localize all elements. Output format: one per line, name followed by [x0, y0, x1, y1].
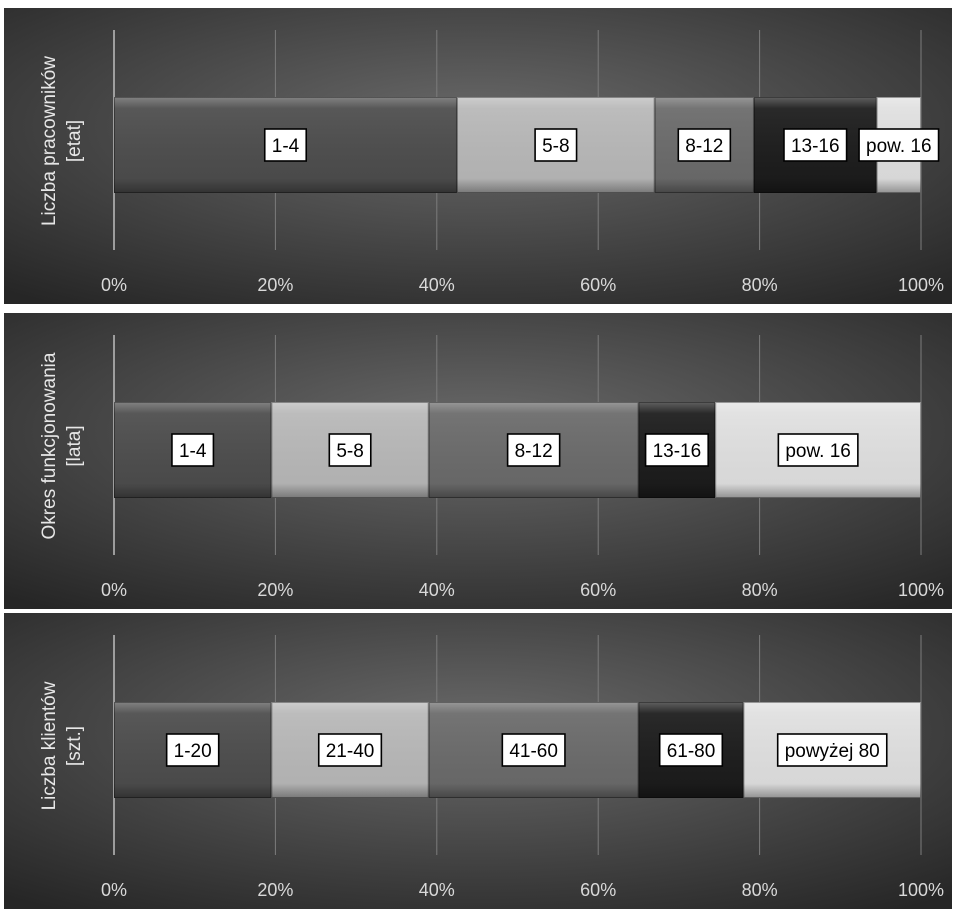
- data-label: 5-8: [542, 136, 569, 157]
- y-axis-title-line: [szt.]: [64, 726, 85, 766]
- bar-segment-edge: [114, 702, 272, 798]
- bar-segment: [271, 702, 429, 798]
- x-tick-label: 20%: [257, 880, 293, 900]
- bar-segment-edge: [743, 702, 922, 798]
- data-label: 13-16: [653, 441, 702, 462]
- data-label-box: [501, 733, 566, 767]
- y-axis-title-line: Liczba pracowników: [39, 56, 60, 226]
- y-axis-title-line: Liczba klientów: [39, 681, 60, 810]
- data-label: powyżej 80: [785, 741, 880, 762]
- data-label: 41-60: [509, 741, 558, 762]
- bar-segment-edge: [271, 702, 429, 798]
- data-label: 1-4: [272, 136, 300, 157]
- y-axis-title-line: Okres funkcjonowania: [39, 352, 60, 539]
- x-tick-label: 0%: [101, 880, 127, 900]
- data-label-box: [658, 733, 724, 767]
- data-label-box: [317, 733, 383, 767]
- x-tick-label: 0%: [101, 580, 127, 600]
- bar-segment: [654, 97, 754, 193]
- bar-segment-edge: [715, 402, 922, 498]
- x-tick-label: 20%: [257, 580, 293, 600]
- data-label-box: [777, 433, 859, 467]
- data-label: 1-20: [174, 741, 212, 762]
- data-label-box: [171, 433, 215, 467]
- data-label-box: [677, 128, 732, 162]
- bar-segment-edge: [638, 702, 744, 798]
- bar-segment: [114, 702, 272, 798]
- chart-panel-3: 0% 20% 40% 60% 80% 100% 1-20 21-40 41-60 61-80 pow…: [4, 613, 952, 909]
- data-label-box: [534, 128, 578, 162]
- y-axis-title: Liczba pracowników [etat]: [39, 56, 85, 226]
- data-label-box: [644, 433, 709, 467]
- x-tick-label: 60%: [580, 880, 616, 900]
- x-tick-label: 40%: [419, 275, 455, 295]
- data-label: pow. 16: [785, 441, 851, 462]
- bar-segment-edge: [428, 702, 639, 798]
- x-tick-label: 40%: [419, 880, 455, 900]
- x-tick-label: 20%: [257, 275, 293, 295]
- y-axis-title: Liczba klientów [szt.]: [39, 681, 85, 810]
- bar-segment-edge: [114, 402, 272, 498]
- bar-segment: [271, 402, 429, 498]
- data-label-box: [165, 733, 220, 767]
- data-label-box: [776, 733, 888, 767]
- bar-segment-edge: [638, 402, 716, 498]
- data-label-box: [783, 128, 848, 162]
- data-label: 13-16: [791, 136, 840, 157]
- bar-segment: [753, 97, 877, 193]
- data-label: 21-40: [326, 741, 375, 762]
- data-label-box: [263, 128, 308, 162]
- x-tick-label: 80%: [742, 275, 778, 295]
- chart-panel-1: 0% 20% 40% 60% 80% 100% 1-4 5-8 8-12 13-16 pow. 16…: [4, 8, 952, 304]
- y-axis-title: Okres funkcjonowania [lata]: [39, 352, 85, 539]
- x-tick-label: 100%: [898, 880, 944, 900]
- data-label: 5-8: [336, 441, 363, 462]
- y-axis-title-line: [lata]: [64, 425, 85, 466]
- x-tick-label: 80%: [742, 880, 778, 900]
- bar-segment: [456, 97, 655, 193]
- data-label: pow. 16: [866, 136, 932, 157]
- bar-segment-edge: [456, 97, 655, 193]
- x-tick-label: 60%: [580, 275, 616, 295]
- data-label: 61-80: [667, 741, 716, 762]
- x-tick-label: 40%: [419, 580, 455, 600]
- bar-segment-edge: [654, 97, 754, 193]
- y-axis-title-line: [etat]: [64, 120, 85, 162]
- x-tick-label: 0%: [101, 275, 127, 295]
- bar-segment-edge: [114, 97, 457, 193]
- x-tick-label: 100%: [898, 275, 944, 295]
- data-label: 1-4: [179, 441, 207, 462]
- data-label: 8-12: [685, 136, 723, 157]
- chart-panel-2: 0% 20% 40% 60% 80% 100% 1-4 5-8 8-12 13-16 pow. 16…: [4, 313, 952, 609]
- bar-segment-edge: [428, 402, 639, 498]
- x-tick-label: 80%: [742, 580, 778, 600]
- x-tick-label: 60%: [580, 580, 616, 600]
- data-label-box: [506, 433, 561, 467]
- bar-segment-edge: [271, 402, 429, 498]
- data-label: 8-12: [515, 441, 553, 462]
- data-label-box: [858, 128, 940, 162]
- x-tick-label: 100%: [898, 580, 944, 600]
- data-label-box: [328, 433, 372, 467]
